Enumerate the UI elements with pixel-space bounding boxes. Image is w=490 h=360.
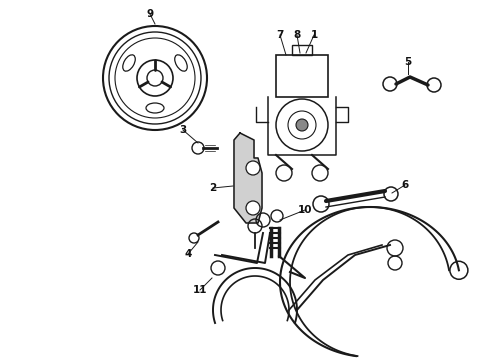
Text: 11: 11: [193, 285, 207, 295]
Text: 1: 1: [310, 30, 318, 40]
Bar: [276, 55, 328, 97]
Text: 9: 9: [147, 9, 153, 19]
Circle shape: [246, 201, 260, 215]
Text: 10: 10: [298, 205, 312, 215]
Text: 6: 6: [401, 180, 409, 190]
Bar: [292, 45, 312, 55]
Text: 5: 5: [404, 57, 412, 67]
Text: 8: 8: [294, 30, 301, 40]
Text: 4: 4: [184, 249, 192, 259]
Polygon shape: [234, 133, 262, 223]
Text: 2: 2: [209, 183, 217, 193]
Circle shape: [296, 119, 308, 131]
Circle shape: [246, 161, 260, 175]
Text: 3: 3: [179, 125, 187, 135]
Text: 7: 7: [276, 30, 284, 40]
